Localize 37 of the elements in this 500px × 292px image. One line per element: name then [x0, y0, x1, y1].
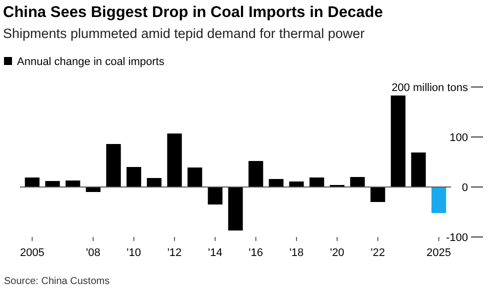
bar — [106, 144, 121, 187]
bar — [370, 187, 386, 202]
bar — [350, 177, 365, 187]
x-tick-label: '18 — [289, 247, 304, 259]
bar — [208, 187, 222, 204]
x-tick-label: '12 — [167, 247, 182, 259]
x-tick-label: '22 — [370, 247, 385, 259]
x-tick-label: '16 — [248, 247, 263, 259]
x-tick-label: 2005 — [20, 247, 44, 259]
x-tick-label: '14 — [208, 247, 222, 259]
x-tick-label: 2025 — [426, 247, 452, 259]
source-note: Source: China Customs — [4, 276, 110, 287]
bar — [167, 134, 182, 187]
legend-label: Annual change in coal imports — [17, 56, 165, 68]
bar — [248, 161, 264, 187]
bar — [126, 167, 142, 187]
y-tick-label: 100 — [450, 132, 468, 144]
bar — [268, 179, 284, 187]
y-tick-label: 0 — [462, 182, 468, 194]
bar — [310, 178, 324, 187]
x-tick-label: '20 — [330, 247, 344, 259]
chart-subtitle: Shipments plummeted amid tepid demand for thermal power — [3, 26, 366, 41]
bar — [390, 96, 406, 187]
bar — [45, 181, 60, 187]
bar — [24, 178, 40, 187]
bar — [411, 152, 426, 187]
chart-title: China Sees Biggest Drop in Coal Imports in Decade — [3, 4, 384, 21]
y-tick-label: -100 — [446, 232, 468, 244]
x-tick-label: '08 — [86, 247, 100, 259]
bar — [431, 187, 446, 213]
x-tick-label: '10 — [126, 247, 142, 259]
bar — [228, 187, 243, 230]
bar — [66, 180, 80, 187]
bar — [146, 178, 162, 187]
y-tick-label: 200 million tons — [392, 82, 468, 94]
bar — [188, 168, 202, 187]
bar — [289, 182, 304, 187]
